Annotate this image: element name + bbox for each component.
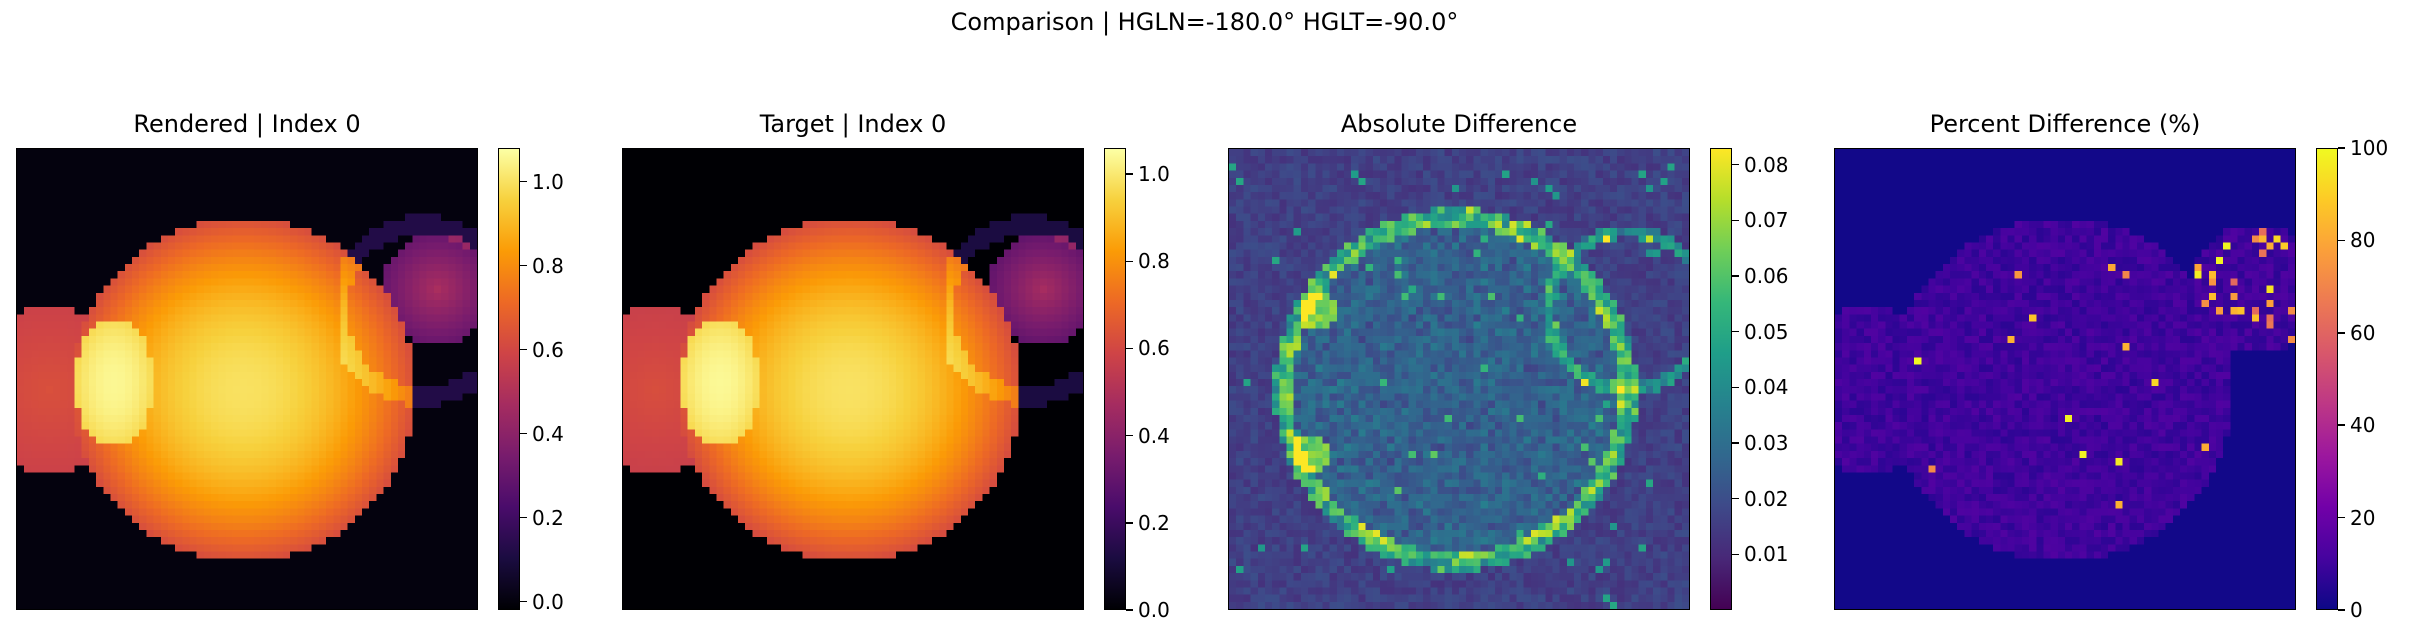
panel-title-target: Target | Index 0 — [759, 110, 947, 138]
colorbar-tick — [1732, 497, 1739, 500]
colorbar-tick — [520, 516, 527, 519]
colorbar-tick-label: 0.4 — [532, 421, 564, 446]
panel-title-absolute-difference: Absolute Difference — [1340, 110, 1578, 138]
colorbar-tick — [2338, 239, 2345, 242]
colorbar-tick — [1732, 386, 1739, 389]
colorbar-tick — [1732, 442, 1739, 444]
colorbar-tick-label: 0.06 — [1744, 264, 1789, 289]
colorbar-tick — [1732, 330, 1739, 333]
colorbar-tick-label: 0 — [2350, 598, 2363, 622]
heatmap-absolute-difference — [1228, 148, 1690, 610]
colorbar-tick — [1126, 609, 1133, 611]
colorbar-tick-label: 0.2 — [532, 505, 564, 530]
heatmap-rendered — [16, 148, 478, 610]
colorbar-tick-label: 0.07 — [1744, 208, 1789, 233]
colorbar-tick-label: 80 — [2350, 228, 2376, 253]
colorbar-tick-label: 0.04 — [1744, 375, 1789, 400]
colorbar-percent-difference — [2316, 148, 2338, 610]
colorbar-tick-label: 0.0 — [1138, 598, 1170, 622]
panel-title-percent-difference: Percent Difference (%) — [1929, 110, 2201, 138]
colorbar-tick — [1732, 219, 1739, 222]
colorbar-tick-label: 1.0 — [1138, 162, 1170, 187]
colorbar-tick — [2338, 147, 2345, 149]
colorbar-tick-label: 0.05 — [1744, 319, 1789, 344]
panel-title-rendered: Rendered | Index 0 — [133, 110, 361, 138]
colorbar-tick — [2338, 516, 2345, 519]
colorbar-tick-label: 0.4 — [1138, 423, 1170, 448]
colorbar-tick-label: 1.0 — [532, 169, 564, 194]
colorbar-tick-label: 100 — [2350, 136, 2389, 160]
heatmap-target — [622, 148, 1084, 610]
colorbar-tick-label: 60 — [2350, 320, 2376, 345]
colorbar-tick — [1126, 173, 1133, 175]
colorbar-tick-label: 0.01 — [1744, 542, 1789, 567]
figure-suptitle: Comparison | HGLN=-180.0° HGLT=-90.0° — [950, 8, 1459, 36]
colorbar-tick — [2338, 609, 2345, 611]
colorbar-tick — [520, 348, 527, 351]
colorbar-tick-label: 0.8 — [532, 253, 564, 278]
colorbar-tick-label: 20 — [2350, 505, 2376, 530]
colorbar-tick — [1126, 434, 1133, 437]
colorbar-tick — [1732, 163, 1739, 166]
colorbar-tick — [520, 180, 527, 183]
colorbar-target — [1104, 148, 1126, 610]
colorbar-tick — [1126, 260, 1133, 263]
colorbar-tick-label: 0.6 — [1138, 336, 1170, 361]
colorbar-tick — [1126, 347, 1133, 350]
colorbar-tick-label: 0.2 — [1138, 510, 1170, 535]
heatmap-percent-difference — [1834, 148, 2296, 610]
colorbar-tick-label: 0.8 — [1138, 249, 1170, 274]
colorbar-tick-label: 0.03 — [1744, 431, 1789, 455]
colorbar-tick — [2338, 424, 2345, 426]
colorbar-tick — [1732, 275, 1739, 277]
colorbar-tick — [520, 264, 527, 267]
colorbar-rendered — [498, 148, 520, 610]
colorbar-tick — [1732, 553, 1739, 556]
colorbar-tick-label: 0.6 — [532, 337, 564, 362]
colorbar-absolute-difference — [1710, 148, 1732, 610]
colorbar-tick-label: 0.0 — [532, 589, 564, 614]
colorbar-tick — [2338, 332, 2345, 334]
colorbar-tick-label: 0.08 — [1744, 152, 1789, 177]
colorbar-tick — [520, 600, 527, 603]
colorbar-tick-label: 0.02 — [1744, 486, 1789, 511]
colorbar-tick-label: 40 — [2350, 413, 2376, 438]
colorbar-tick — [1126, 522, 1133, 524]
colorbar-tick — [520, 432, 527, 435]
